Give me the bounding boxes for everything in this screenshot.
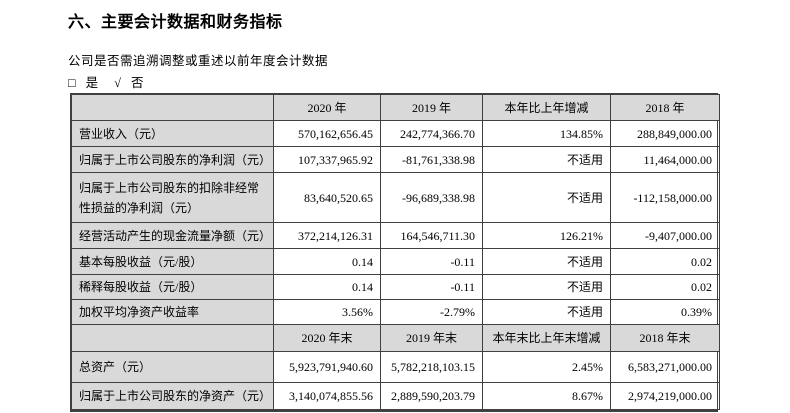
table-row-net-profit-excl-nonrecurring: 归属于上市公司股东的扣除非经常性损益的净利润（元） 83,640,520.65 … xyxy=(71,172,720,223)
header-cell-2020-end: 2020 年末 xyxy=(273,324,381,352)
value-2019: -0.11 xyxy=(380,274,483,300)
annual-header-row: 2020 年 2019 年 本年比上年增减 2018 年 xyxy=(71,94,720,121)
yearend-header-row: 2020 年末 2019 年末 本年末比上年末增减 2018 年末 xyxy=(71,324,720,352)
value-2019: -2.79% xyxy=(380,299,483,325)
value-2019: 242,774,366.70 xyxy=(380,120,483,147)
header-cell-2018-end: 2018 年末 xyxy=(610,324,720,352)
value-2020: 5,923,791,940.60 xyxy=(273,351,381,383)
value-change: 2.45% xyxy=(482,351,611,383)
table-row-total-assets: 总资产（元） 5,923,791,940.60 5,782,218,103.15… xyxy=(71,351,720,383)
row-label: 加权平均净资产收益率 xyxy=(71,299,274,325)
row-label: 归属于上市公司股东的净利润（元） xyxy=(71,146,274,173)
value-2018: 288,849,000.00 xyxy=(610,120,720,147)
restate-question: 公司是否需追溯调整或重述以前年度会计数据 xyxy=(68,54,329,68)
restate-answer-line: □ 是 √ 否 xyxy=(68,72,143,91)
value-2018: -9,407,000.00 xyxy=(610,222,720,249)
header-cell-2020: 2020 年 xyxy=(273,94,381,121)
value-2018: 11,464,000.00 xyxy=(610,146,720,173)
row-label: 总资产（元） xyxy=(71,351,274,383)
value-change: 126.21% xyxy=(482,222,611,249)
row-label: 归属于上市公司股东的扣除非经常性损益的净利润（元） xyxy=(71,172,274,223)
value-2018: 0.39% xyxy=(610,299,720,325)
header-cell-2019-end: 2019 年末 xyxy=(380,324,483,352)
value-2020: 83,640,520.65 xyxy=(273,172,381,223)
value-2018: 0.02 xyxy=(610,274,720,300)
value-2019: 164,546,711.30 xyxy=(380,222,483,249)
row-label: 营业收入（元） xyxy=(71,120,274,147)
value-2020: 107,337,965.92 xyxy=(273,146,381,173)
value-change: 8.67% xyxy=(482,382,611,410)
table-row-diluted-eps: 稀释每股收益（元/股） 0.14 -0.11 不适用 0.02 xyxy=(71,274,720,300)
value-2020: 0.14 xyxy=(273,274,381,300)
page-title: 六、主要会计数据和财务指标 xyxy=(68,14,283,31)
row-label: 基本每股收益（元/股） xyxy=(71,248,274,275)
financial-indicators-table: 2020 年 2019 年 本年比上年增减 2018 年 营业收入（元） 570… xyxy=(70,93,720,412)
table-row-operating-cash-flow: 经营活动产生的现金流量净额（元） 372,214,126.31 164,546,… xyxy=(71,222,720,249)
checkbox-unchecked-icon: □ xyxy=(68,76,76,90)
check-icon: √ xyxy=(114,76,121,90)
header-cell-blank xyxy=(71,324,274,352)
value-2019: -81,761,338.98 xyxy=(380,146,483,173)
table-row-revenue: 营业收入（元） 570,162,656.45 242,774,366.70 13… xyxy=(71,120,720,147)
value-2019: 2,889,590,203.79 xyxy=(380,382,483,410)
row-label: 归属于上市公司股东的净资产（元） xyxy=(71,382,274,410)
header-cell-2019: 2019 年 xyxy=(380,94,483,121)
header-cell-change: 本年比上年增减 xyxy=(482,94,611,121)
value-change: 不适用 xyxy=(482,172,611,223)
value-change: 不适用 xyxy=(482,299,611,325)
no-label: 否 xyxy=(130,76,144,90)
header-cell-end-change: 本年末比上年末增减 xyxy=(482,324,611,352)
value-2019: -0.11 xyxy=(380,248,483,275)
value-2020: 0.14 xyxy=(273,248,381,275)
value-2018: 0.02 xyxy=(610,248,720,275)
value-2018: 2,974,219,000.00 xyxy=(610,382,720,410)
yes-label: 是 xyxy=(85,76,99,90)
table-row-net-assets: 归属于上市公司股东的净资产（元） 3,140,074,855.56 2,889,… xyxy=(71,382,720,410)
table-row-net-profit: 归属于上市公司股东的净利润（元） 107,337,965.92 -81,761,… xyxy=(71,146,720,173)
value-change: 不适用 xyxy=(482,274,611,300)
value-2020: 570,162,656.45 xyxy=(273,120,381,147)
value-change: 不适用 xyxy=(482,146,611,173)
header-cell-blank xyxy=(71,94,274,121)
table-row-basic-eps: 基本每股收益（元/股） 0.14 -0.11 不适用 0.02 xyxy=(71,248,720,275)
row-label: 稀释每股收益（元/股） xyxy=(71,274,274,300)
value-2020: 3.56% xyxy=(273,299,381,325)
value-2019: -96,689,338.98 xyxy=(380,172,483,223)
header-cell-2018: 2018 年 xyxy=(610,94,720,121)
value-change: 134.85% xyxy=(482,120,611,147)
value-change: 不适用 xyxy=(482,248,611,275)
value-2020: 372,214,126.31 xyxy=(273,222,381,249)
row-label: 经营活动产生的现金流量净额（元） xyxy=(71,222,274,249)
value-2019: 5,782,218,103.15 xyxy=(380,351,483,383)
value-2020: 3,140,074,855.56 xyxy=(273,382,381,410)
value-2018: -112,158,000.00 xyxy=(610,172,720,223)
table-row-weighted-roe: 加权平均净资产收益率 3.56% -2.79% 不适用 0.39% xyxy=(71,299,720,325)
value-2018: 6,583,271,000.00 xyxy=(610,351,720,383)
